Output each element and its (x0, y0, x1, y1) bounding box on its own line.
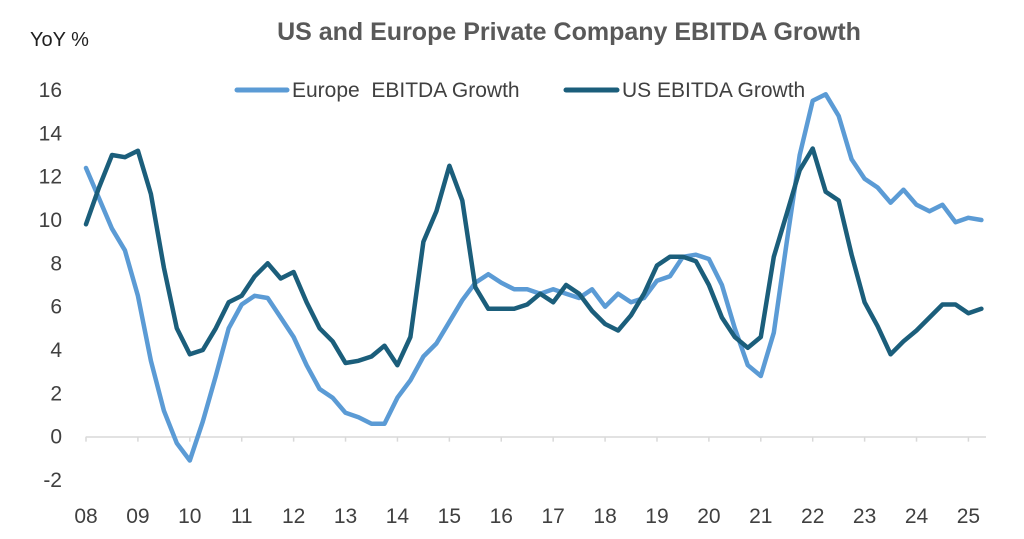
x-tick-label: 09 (126, 505, 149, 528)
x-tick-label: 14 (386, 505, 410, 528)
legend-label-europe: Europe EBITDA Growth (292, 79, 520, 102)
y-tick-label: 10 (39, 209, 62, 232)
x-tick-label: 08 (74, 505, 97, 528)
x-tick-label: 20 (697, 505, 720, 528)
x-tick-label: 11 (231, 505, 253, 528)
chart-title: US and Europe Private Company EBITDA Gro… (277, 18, 861, 46)
x-tick-label: 25 (957, 505, 980, 528)
x-tick-label: 24 (905, 505, 929, 528)
x-tick-label: 13 (334, 505, 357, 528)
series-group (83, 92, 984, 463)
series-line-us (83, 146, 984, 368)
y-tick-label: 6 (50, 296, 62, 319)
x-tick-label: 21 (749, 505, 772, 528)
x-tick-label: 16 (490, 505, 513, 528)
y-tick-label: 2 (50, 382, 62, 405)
x-axis-ticks: 08 09 10 11 12 13 14 15 16 17 18 19 20 21 22 23 24 25 (74, 436, 980, 528)
x-tick-label: 22 (801, 505, 824, 528)
y-tick-label: 12 (39, 166, 62, 189)
y-tick-label: 4 (50, 339, 62, 362)
y-tick-label: 14 (39, 122, 63, 145)
y-axis-label: YoY % (30, 29, 89, 51)
y-tick-label: 0 (50, 426, 62, 449)
x-tick-label: 15 (438, 505, 461, 528)
x-tick-label: 12 (282, 505, 305, 528)
y-tick-label: -2 (43, 469, 62, 492)
x-tick-label: 23 (853, 505, 876, 528)
x-tick-label: 17 (541, 505, 564, 528)
x-tick-label: 18 (593, 505, 616, 528)
y-tick-label: 8 (50, 252, 62, 275)
legend-label-us: US EBITDA Growth (622, 79, 805, 102)
series-line-europe (83, 92, 984, 463)
legend: Europe EBITDA Growth US EBITDA Growth (234, 79, 805, 102)
y-tick-label: 16 (39, 79, 62, 102)
x-tick-label: 19 (645, 505, 668, 528)
y-axis-ticks: -2 0 2 4 6 8 10 12 14 16 (39, 79, 63, 492)
x-tick-label: 10 (178, 505, 201, 528)
